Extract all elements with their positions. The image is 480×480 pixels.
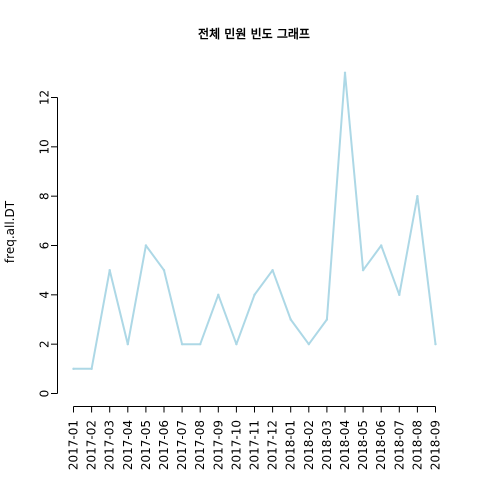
data-point [126,342,129,346]
x-tick-label: 2017-05 [139,420,153,470]
series-line [73,71,437,370]
x-tick-label: 2018-04 [338,420,352,470]
x-tick-label: 2017-06 [157,420,171,470]
data-point [199,342,202,346]
x-tick-label: 2017-03 [103,420,117,470]
data-point [416,194,419,198]
series-layer [72,71,437,371]
data-point [108,268,111,272]
y-tick-label: 10 [38,139,52,154]
x-tick-label: 2017-08 [193,420,207,470]
data-point [361,268,365,272]
x-tick-label: 2018-01 [284,420,298,470]
x-tick-label: 2017-01 [67,420,81,470]
data-point [325,318,329,321]
data-point [307,342,310,346]
x-tick-label: 2018-07 [392,420,406,470]
x-tick-label: 2017-02 [85,420,99,470]
y-tick-label: 8 [38,192,52,200]
x-tick-label: 2017-11 [248,420,262,470]
y-tick-label: 12 [38,90,52,105]
data-point [271,268,274,272]
data-point [343,71,347,75]
y-tick-label: 0 [38,390,52,398]
data-point [398,293,401,297]
x-axis: 2017-01 2017-02 2017-03 2017-04 2017-05 2017-… [67,406,443,470]
y-tick-label: 2 [38,340,52,348]
y-axis-label: freq.all.DT [3,200,17,263]
data-point [144,244,148,247]
x-tick-label: 2017-07 [175,420,189,470]
x-tick-label: 2018-08 [410,420,424,470]
y-tick-label: 4 [38,291,52,299]
data-point [90,367,93,371]
data-point [434,342,437,346]
x-tick-label: 2017-09 [211,420,225,470]
x-tick-label: 2017-10 [229,420,243,470]
data-point [253,293,256,297]
y-axis: 0 2 4 6 8 10 12 [38,90,58,397]
data-point [180,342,184,346]
x-tick-label: 2018-05 [356,420,370,470]
data-point [162,268,166,272]
data-point [380,244,383,247]
chart-title: 전체 민원 빈도 그래프 [198,26,310,41]
data-point [217,293,220,297]
data-point [72,367,75,371]
x-tick-label: 2018-06 [374,420,388,470]
x-tick-label: 2018-09 [429,420,443,470]
y-tick-label: 6 [38,242,52,250]
x-tick-label: 2017-04 [121,420,135,470]
data-point [235,342,238,346]
x-tick-label: 2018-02 [302,420,316,470]
x-tick-label: 2017-12 [266,420,280,470]
x-tick-label: 2018-03 [320,420,334,470]
data-point [289,318,292,321]
